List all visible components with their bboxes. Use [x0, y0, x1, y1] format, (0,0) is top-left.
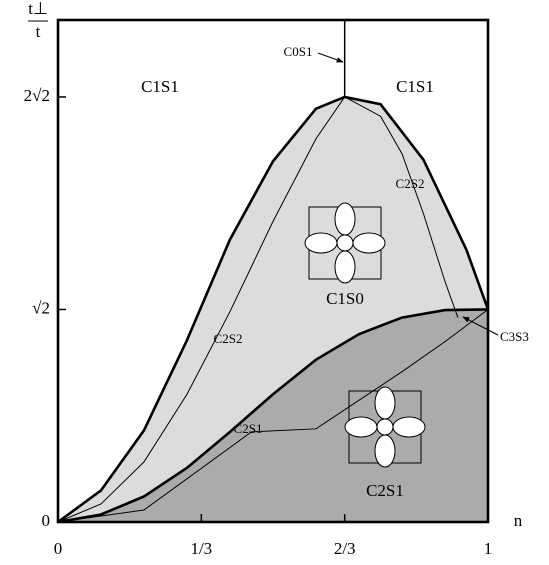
y-tick-label: √2	[32, 298, 50, 317]
orbital-lobe	[345, 417, 377, 437]
region-label: C2S1	[366, 481, 404, 500]
curve-label: C2S2	[214, 331, 243, 346]
arrow	[318, 53, 343, 62]
region-label: C1S1	[141, 77, 179, 96]
orbital-lobe	[375, 387, 395, 419]
x-tick-label: 0	[54, 539, 63, 558]
orbital-lobe	[305, 233, 337, 253]
y-label-den: t	[36, 22, 41, 41]
orbital-lobe	[393, 417, 425, 437]
y-tick-label: 2√2	[24, 86, 50, 105]
orbital-lobe	[335, 203, 355, 235]
curve-label: C2S1	[234, 421, 263, 436]
region-label: C1S0	[326, 289, 364, 308]
orbital-center	[337, 235, 353, 251]
x-tick-label: 1	[484, 539, 493, 558]
x-label: n	[514, 511, 523, 530]
x-tick-label: 2/3	[334, 539, 356, 558]
x-tick-label: 1/3	[190, 539, 212, 558]
region-label: C1S1	[396, 77, 434, 96]
curve-label: C2S2	[396, 176, 425, 191]
chart: 0 1/3 2/3 1 0 √2 2√2 t⊥ t n C1S1 C1S1 C1S0 C2S1 C3S3 C2…	[0, 0, 549, 560]
y-tick-label: 0	[42, 511, 51, 530]
curve-label: C0S1	[284, 44, 313, 59]
orbital-center	[377, 419, 393, 435]
orbital-lobe	[335, 251, 355, 283]
y-label-num: t⊥	[28, 0, 48, 18]
orbital-lobe	[353, 233, 385, 253]
region-label: C3S3	[500, 329, 529, 344]
orbital-lobe	[375, 435, 395, 467]
